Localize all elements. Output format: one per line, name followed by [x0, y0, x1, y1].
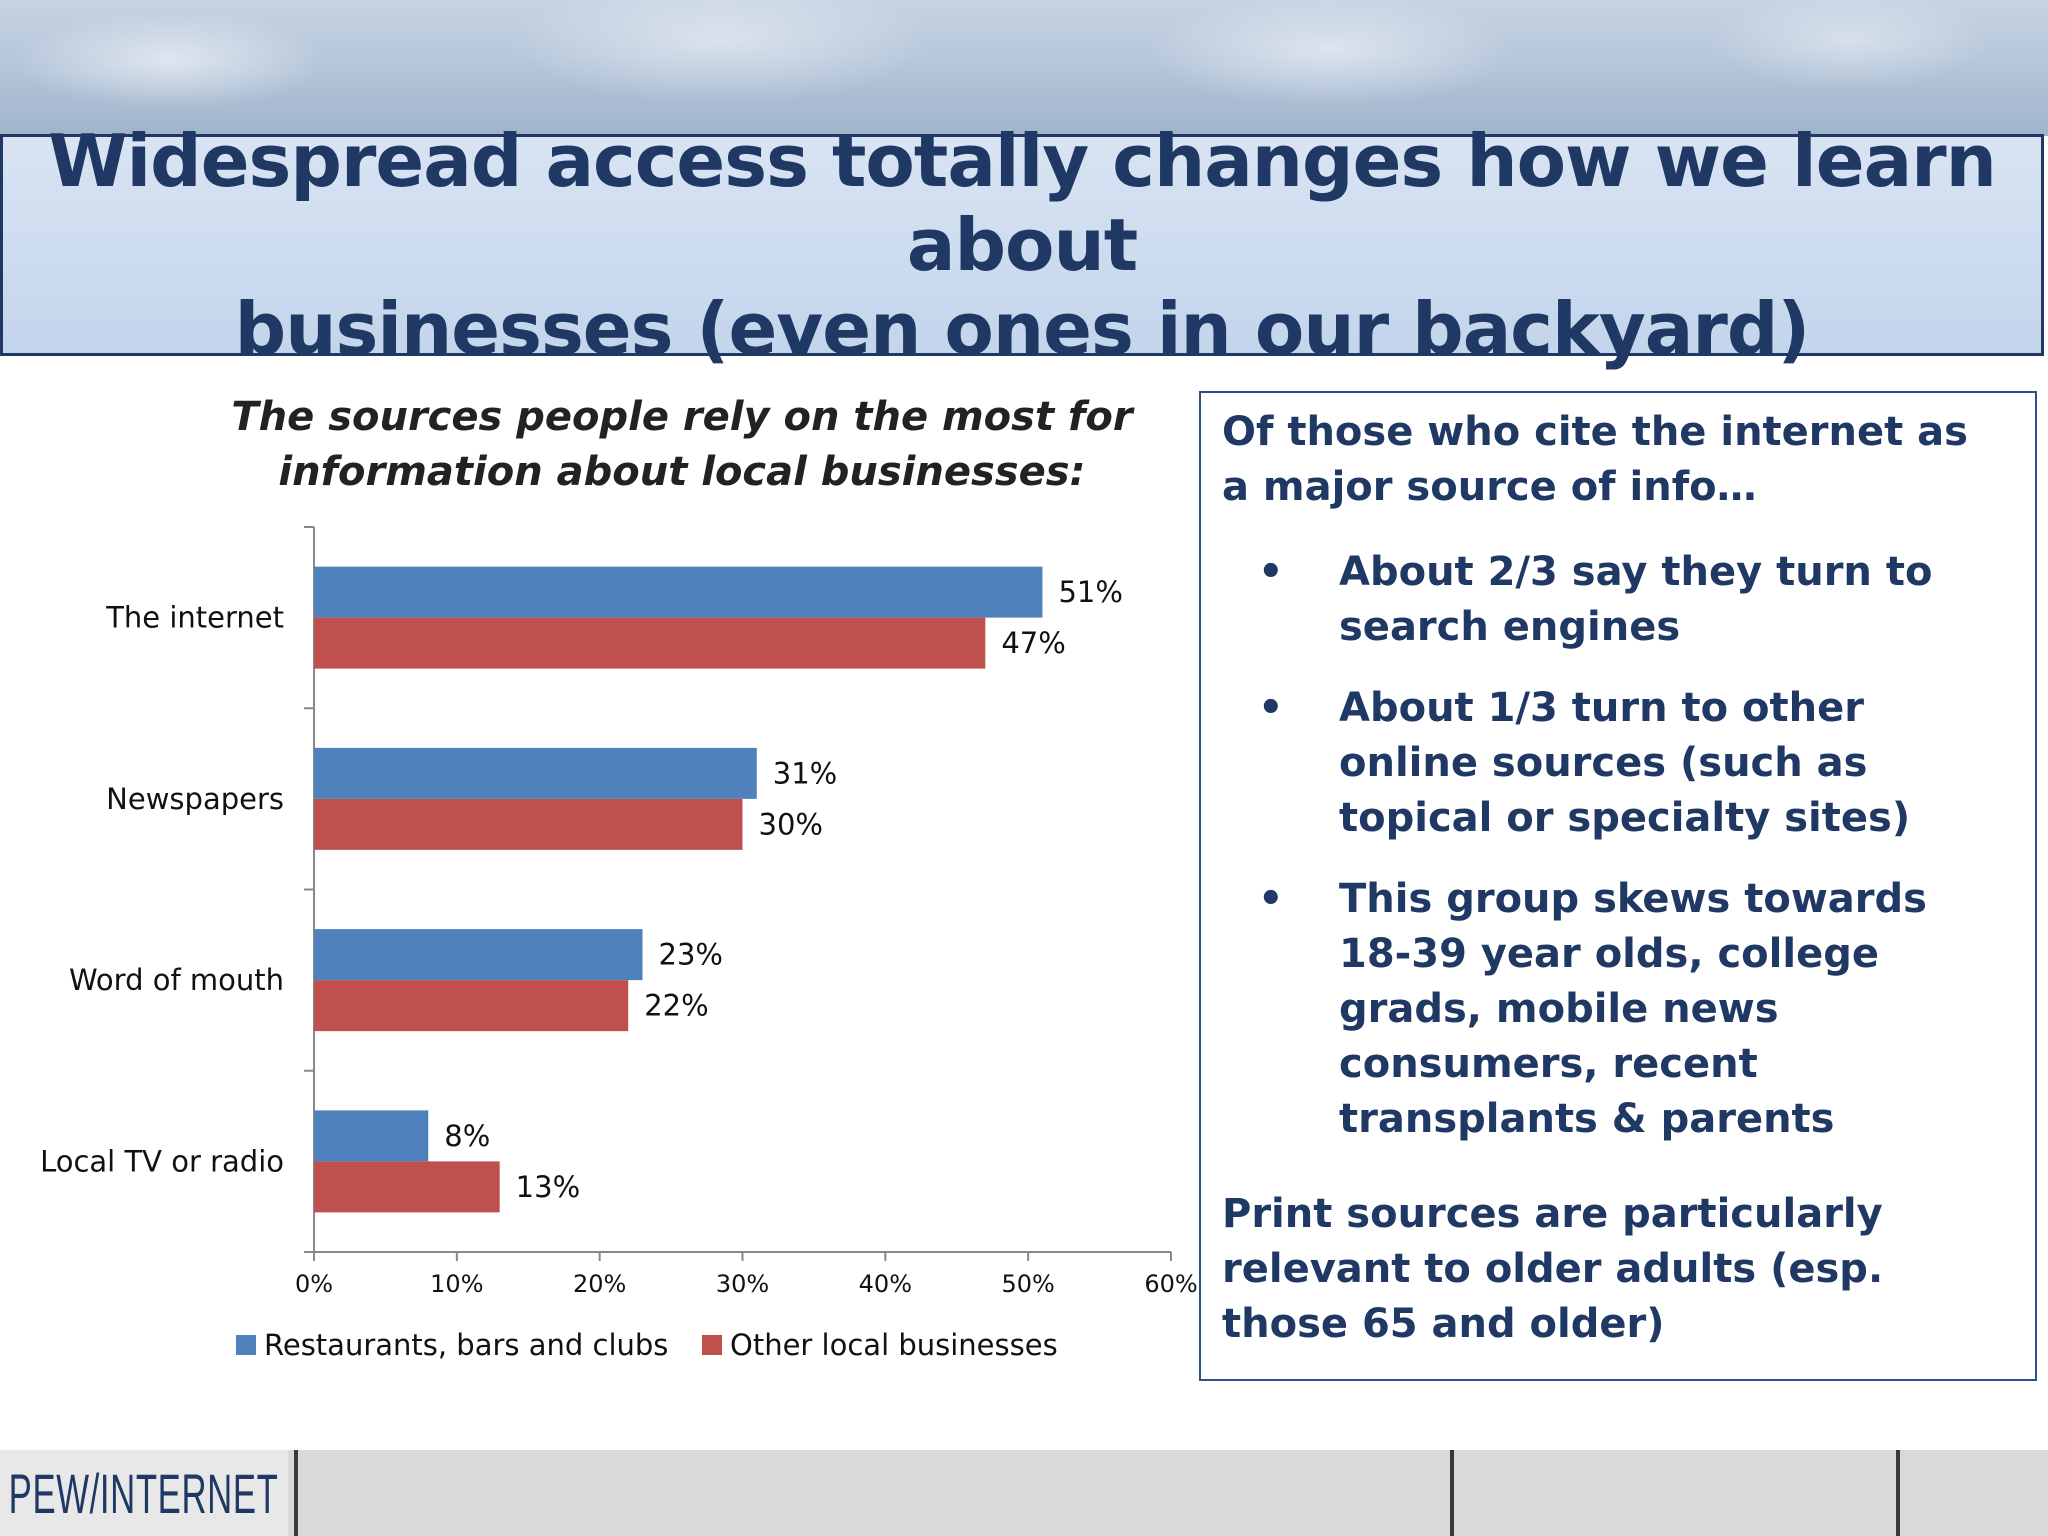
bullet-text: About 2/3 say they turn to search engine…: [1339, 549, 1933, 650]
chart-axes: 0% 10% 20% 30% 40% 50% 60%: [295, 526, 1198, 1298]
chart-labels: 51% 47% The internet 31% 30% Newspapers 23% 22%…: [40, 575, 1123, 1204]
category-label: The internet: [105, 601, 284, 635]
info-bullet: • This group skews towards 18-39 year ol…: [1222, 872, 1999, 1147]
data-label: 47%: [1001, 626, 1065, 660]
logo-text: PEW/INTERNET: [9, 1461, 279, 1525]
pew-internet-logo: PEW/INTERNET: [0, 1450, 288, 1536]
info-intro: Of those who cite the internet as a majo…: [1222, 409, 1968, 510]
bar: [314, 1161, 500, 1213]
header-banner-image: [0, 0, 2048, 136]
bar: [314, 617, 986, 669]
data-label: 30%: [759, 807, 823, 841]
data-label: 13%: [516, 1170, 580, 1204]
chart-title-line: information about local businesses:: [278, 449, 1085, 495]
bar-chart: The sources people rely on the most for i…: [40, 394, 1198, 1362]
x-tick-label: 30%: [716, 1270, 769, 1298]
bullet-text: This group skews towards 18-39 year olds…: [1339, 876, 1927, 1142]
category-label: Newspapers: [106, 782, 284, 816]
footer-divider: [1896, 1450, 1900, 1536]
category-label: Word of mouth: [69, 963, 284, 997]
legend-swatch: [702, 1335, 722, 1355]
x-tick-label: 0%: [295, 1270, 333, 1298]
bullet-text: About 1/3 turn to other online sources (…: [1339, 685, 1911, 841]
info-bullet-list: • About 2/3 say they turn to search engi…: [1222, 545, 1999, 1147]
bar: [314, 1110, 429, 1162]
bullet-dot-icon: •: [1258, 876, 1284, 922]
data-label: 22%: [644, 989, 708, 1023]
bar: [314, 929, 643, 981]
bar: [314, 566, 1043, 618]
chart-legend: Restaurants, bars and clubs Other local b…: [236, 1328, 1058, 1362]
chart-title: The sources people rely on the most for i…: [231, 394, 1135, 495]
bar: [314, 798, 743, 850]
page-title: Widespread access totally changes how we…: [48, 119, 1997, 371]
x-tick-label: 10%: [430, 1270, 483, 1298]
category-label: Local TV or radio: [40, 1144, 284, 1178]
footer-bar: PEW/INTERNET: [0, 1450, 2048, 1536]
legend-label: Other local businesses: [730, 1328, 1058, 1362]
bar: [314, 747, 757, 799]
data-label: 51%: [1058, 575, 1122, 609]
bar: [314, 980, 629, 1032]
chart-title-line: The sources people rely on the most for: [231, 394, 1135, 440]
bullet-dot-icon: •: [1258, 685, 1284, 731]
chart-bars: [314, 566, 1043, 1213]
footer-divider: [294, 1450, 298, 1536]
data-label: 31%: [773, 756, 837, 790]
title-box: Widespread access totally changes how we…: [0, 119, 2044, 371]
info-bullet: • About 2/3 say they turn to search engi…: [1222, 545, 1999, 655]
x-tick-label: 40%: [859, 1270, 912, 1298]
info-outro: Print sources are particularly relevant …: [1222, 1191, 1884, 1347]
x-tick-label: 50%: [1001, 1270, 1054, 1298]
x-tick-label: 20%: [573, 1270, 626, 1298]
data-label: 23%: [659, 938, 723, 972]
bullet-dot-icon: •: [1258, 549, 1284, 595]
data-label: 8%: [444, 1119, 490, 1153]
info-bullet: • About 1/3 turn to other online sources…: [1222, 681, 1999, 846]
info-box: Of those who cite the internet as a majo…: [1199, 391, 2037, 1381]
legend-label: Restaurants, bars and clubs: [264, 1328, 668, 1362]
x-tick-label: 60%: [1144, 1270, 1197, 1298]
footer-divider: [1450, 1450, 1454, 1536]
legend-swatch: [236, 1335, 256, 1355]
